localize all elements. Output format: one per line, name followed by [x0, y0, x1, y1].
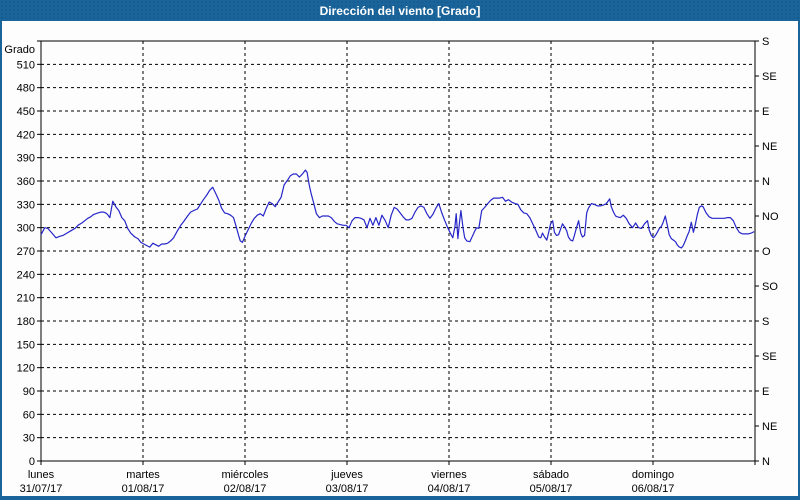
svg-text:S: S [762, 316, 769, 328]
svg-text:martes: martes [126, 469, 160, 481]
svg-text:N: N [762, 456, 770, 468]
svg-text:domingo: domingo [632, 469, 674, 481]
svg-text:SE: SE [762, 351, 777, 363]
svg-text:jueves: jueves [330, 469, 363, 481]
chart-panel: 0 30 60 90 120 150 180 210 240 270 300 330 360 390 420… [2, 21, 798, 496]
title-bar: Dirección del viento [Grado] [0, 0, 800, 21]
svg-text:N: N [762, 176, 770, 188]
svg-text:SO: SO [762, 281, 778, 293]
svg-text:viernes: viernes [431, 469, 467, 481]
svg-text:E: E [762, 106, 769, 118]
svg-text:04/08/17: 04/08/17 [428, 483, 471, 495]
y-axis-unit-label: Grado [4, 44, 35, 56]
vertical-gridlines [142, 41, 654, 461]
y-axis-left: 0 30 60 90 120 150 180 210 240 270 300 330 360 390 420… [17, 40, 41, 468]
svg-text:06/08/17: 06/08/17 [632, 483, 675, 495]
svg-text:E: E [762, 386, 769, 398]
svg-text:210: 210 [17, 293, 35, 305]
svg-text:360: 360 [17, 176, 35, 188]
chart-title: Dirección del viento [Grado] [319, 3, 481, 18]
svg-text:180: 180 [17, 316, 35, 328]
svg-text:60: 60 [23, 409, 35, 421]
svg-text:miércoles: miércoles [221, 469, 269, 481]
svg-text:390: 390 [17, 153, 35, 165]
svg-text:02/08/17: 02/08/17 [224, 483, 267, 495]
svg-text:330: 330 [17, 199, 35, 211]
svg-text:450: 450 [17, 106, 35, 118]
svg-text:01/08/17: 01/08/17 [122, 483, 165, 495]
svg-text:480: 480 [17, 83, 35, 95]
svg-text:30: 30 [23, 433, 35, 445]
svg-text:240: 240 [17, 269, 35, 281]
svg-text:0: 0 [29, 456, 35, 468]
x-axis-days: lunes 31/07/17 martes 01/08/17 miércoles 02/0… [20, 461, 756, 495]
svg-text:Grado: Grado [4, 44, 35, 56]
svg-text:SE: SE [762, 71, 777, 83]
svg-text:lunes: lunes [28, 469, 55, 481]
svg-text:120: 120 [17, 363, 35, 375]
svg-text:300: 300 [17, 223, 35, 235]
svg-text:510: 510 [17, 59, 35, 71]
svg-text:NO: NO [762, 211, 779, 223]
wind-direction-chart: 0 30 60 90 120 150 180 210 240 270 300 330 360 390 420… [4, 36, 779, 495]
wind-direction-line [40, 169, 755, 249]
svg-text:S: S [762, 36, 769, 48]
svg-text:sábado: sábado [533, 469, 569, 481]
svg-text:270: 270 [17, 246, 35, 258]
svg-text:NE: NE [762, 421, 777, 433]
svg-text:150: 150 [17, 339, 35, 351]
horizontal-gridlines [41, 63, 755, 439]
svg-text:NE: NE [762, 141, 777, 153]
svg-text:90: 90 [23, 386, 35, 398]
svg-text:05/08/17: 05/08/17 [530, 483, 573, 495]
svg-text:420: 420 [17, 129, 35, 141]
svg-text:03/08/17: 03/08/17 [326, 483, 369, 495]
svg-text:31/07/17: 31/07/17 [20, 483, 63, 495]
svg-text:O: O [762, 246, 771, 258]
y-axis-right-compass: N NE E SE S SO O NO N NE E SE S [755, 36, 779, 468]
